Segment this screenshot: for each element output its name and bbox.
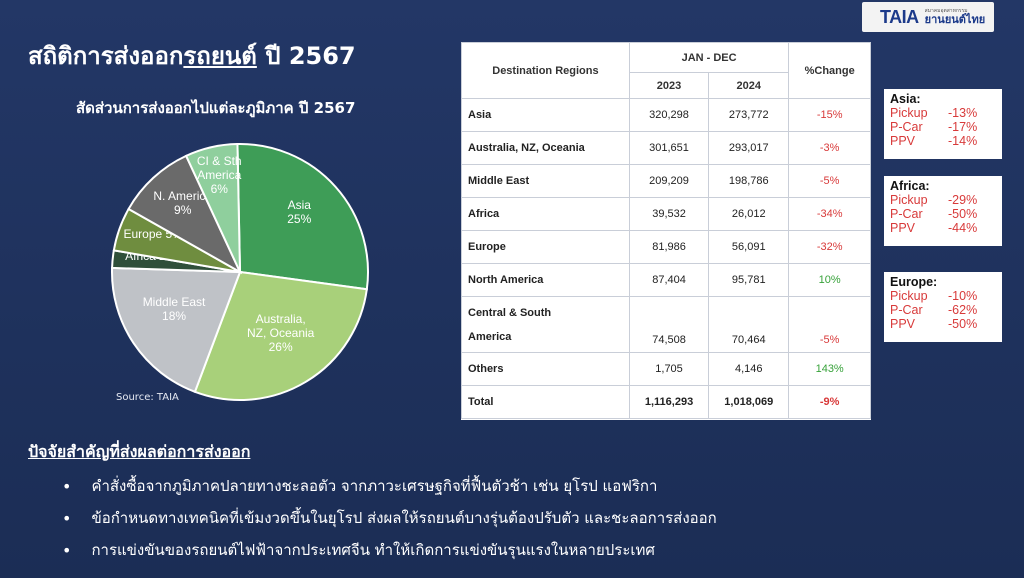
region-cell: Total bbox=[461, 385, 630, 419]
value-2023: 39,532 bbox=[628, 197, 710, 231]
callout-row: P-Car -50% bbox=[890, 207, 978, 221]
pie-slice-middle-east bbox=[111, 266, 242, 394]
callout-title: Asia: bbox=[890, 92, 921, 106]
pie-label: CI & Sth America 6% bbox=[197, 154, 242, 196]
page-title-pre: สถิติการส่งออก bbox=[28, 42, 184, 70]
callout-row: PPV -14% bbox=[890, 134, 978, 148]
table-row: Asia 320,298 273,772 -15% bbox=[461, 98, 871, 132]
pie-slice-n-america bbox=[127, 154, 243, 275]
change-cell: -3% bbox=[788, 131, 871, 165]
value-2024: 293,017 bbox=[708, 131, 790, 165]
factors-list: คำสั่งซื้อจากภูมิภาคปลายทางชะลอตัว จากภา… bbox=[62, 470, 717, 566]
callout-row: P-Car -62% bbox=[890, 303, 978, 317]
taia-logo: TAIA สมาคมอุตสาหกรรม ยานยนต์ไทย bbox=[862, 2, 994, 32]
header-year-2023: 2023 bbox=[628, 72, 710, 99]
callout-europe: Europe: Pickup -10% P-Car -62% PPV -50% bbox=[884, 272, 1002, 342]
region-line-2: America bbox=[468, 330, 512, 343]
factors-title: ปัจจัยสำคัญที่ส่งผลต่อการส่งออก bbox=[28, 442, 251, 461]
value-2024: 56,091 bbox=[708, 230, 790, 264]
factor-bullet: การแข่งขันของรถยนต์ไฟฟ้าจากประเทศจีน ทำใ… bbox=[62, 534, 717, 566]
callout-row: PPV -44% bbox=[890, 221, 978, 235]
factor-bullet: คำสั่งซื้อจากภูมิภาคปลายทางชะลอตัว จากภา… bbox=[62, 470, 717, 502]
value-2024: 95,781 bbox=[708, 263, 790, 297]
chart-source: Source: TAIA bbox=[116, 392, 179, 403]
table-row: North America 87,404 95,781 10% bbox=[461, 263, 871, 297]
value-2023: 320,298 bbox=[628, 98, 710, 132]
value-2024: 26,012 bbox=[708, 197, 790, 231]
value-2023: 209,209 bbox=[628, 164, 710, 198]
logo-brand: TAIA bbox=[880, 6, 919, 27]
value-2024: 273,772 bbox=[708, 98, 790, 132]
region-line-1: Central & South bbox=[468, 306, 552, 319]
export-table: Destination Regions JAN - DEC %Change 20… bbox=[461, 42, 871, 420]
value-2023: 81,986 bbox=[628, 230, 710, 264]
table-row: Africa 39,532 26,012 -34% bbox=[461, 197, 871, 231]
region-cell: Others bbox=[461, 352, 630, 386]
callout-title: Europe: bbox=[890, 275, 938, 289]
factor-bullet: ข้อกำหนดทางเทคนิคที่เข้มงวดขึ้นในยุโรป ส… bbox=[62, 502, 716, 534]
change-cell: 10% bbox=[788, 263, 871, 297]
pie-chart: Asia 25% Australia, NZ, Oceania 26% Middle Ea… bbox=[111, 143, 369, 401]
logo-thai-big: ยานยนต์ไทย bbox=[924, 13, 986, 26]
pie-label: Asia 25% bbox=[287, 198, 311, 226]
table-row: Central & South America 74,508 70,464 -5% bbox=[461, 296, 871, 353]
pie-label: N. America 9% bbox=[153, 189, 212, 217]
change-cell: -32% bbox=[788, 230, 871, 264]
callout-row: Pickup -29% bbox=[890, 193, 978, 207]
region-cell: Australia, NZ, Oceania bbox=[461, 131, 630, 165]
region-cell: Europe bbox=[461, 230, 630, 264]
value-2023: 1,116,293 bbox=[628, 385, 710, 419]
callout-row: Pickup -10% bbox=[890, 289, 978, 303]
page-title-post: ปี 2567 bbox=[256, 42, 356, 70]
value-2024: 198,786 bbox=[708, 164, 790, 198]
value-2023: 301,651 bbox=[628, 131, 710, 165]
callout-row: P-Car -17% bbox=[890, 120, 978, 134]
callout-row: Pickup -13% bbox=[890, 106, 978, 120]
value-2023: 74,508 bbox=[628, 296, 710, 353]
header-region: Destination Regions bbox=[461, 42, 630, 99]
region-cell: Asia bbox=[461, 98, 630, 132]
change-cell: -9% bbox=[788, 385, 871, 419]
pie-slice-ci-sth-america bbox=[184, 143, 241, 273]
table-row: Middle East 209,209 198,786 -5% bbox=[461, 164, 871, 198]
header-period: JAN - DEC bbox=[628, 42, 790, 73]
pie-label: Middle East 18% bbox=[143, 295, 206, 323]
value-2024: 4,146 bbox=[708, 352, 790, 386]
value-2024: 1,018,069 bbox=[708, 385, 790, 419]
callout-title: Africa: bbox=[890, 179, 930, 193]
logo-thai: สมาคมอุตสาหกรรม ยานยนต์ไทย bbox=[924, 8, 986, 26]
callout-africa: Africa: Pickup -29% P-Car -50% PPV -44% bbox=[884, 176, 1002, 246]
pie-label: Australia, NZ, Oceania 26% bbox=[247, 312, 315, 354]
callout-asia: Asia: Pickup -13% P-Car -17% PPV -14% bbox=[884, 89, 1002, 159]
change-cell: 143% bbox=[788, 352, 871, 386]
change-cell: -5% bbox=[788, 164, 871, 198]
region-cell: Central & South America bbox=[461, 296, 630, 353]
table-row: Europe 81,986 56,091 -32% bbox=[461, 230, 871, 264]
pie-slice-asia bbox=[236, 143, 369, 291]
change-cell: -5% bbox=[788, 296, 871, 353]
callout-row: PPV -50% bbox=[890, 317, 978, 331]
header-year-2024: 2024 bbox=[708, 72, 790, 99]
pie-slice-australia-nz-oceania bbox=[193, 270, 368, 401]
table-row: Australia, NZ, Oceania 301,651 293,017 -… bbox=[461, 131, 871, 165]
page-title: สถิติการส่งออกรถยนต์ ปี 2567 bbox=[28, 36, 356, 75]
value-2024: 70,464 bbox=[708, 296, 790, 353]
page-title-underlined: รถยนต์ bbox=[183, 42, 257, 70]
value-2023: 87,404 bbox=[628, 263, 710, 297]
chart-title: สัดส่วนการส่งออกไปแต่ละภูมิภาค ปี 2567 bbox=[76, 99, 356, 117]
region-cell: Middle East bbox=[461, 164, 630, 198]
table-row: Others 1,705 4,146 143% bbox=[461, 352, 871, 386]
header-change: %Change bbox=[788, 42, 871, 99]
change-cell: -34% bbox=[788, 197, 871, 231]
table-row-total: Total 1,116,293 1,018,069 -9% bbox=[461, 385, 871, 419]
change-cell: -15% bbox=[788, 98, 871, 132]
region-cell: North America bbox=[461, 263, 630, 297]
logo-thai-small: สมาคมอุตสาหกรรม bbox=[924, 8, 968, 14]
value-2023: 1,705 bbox=[628, 352, 710, 386]
region-cell: Africa bbox=[461, 197, 630, 231]
